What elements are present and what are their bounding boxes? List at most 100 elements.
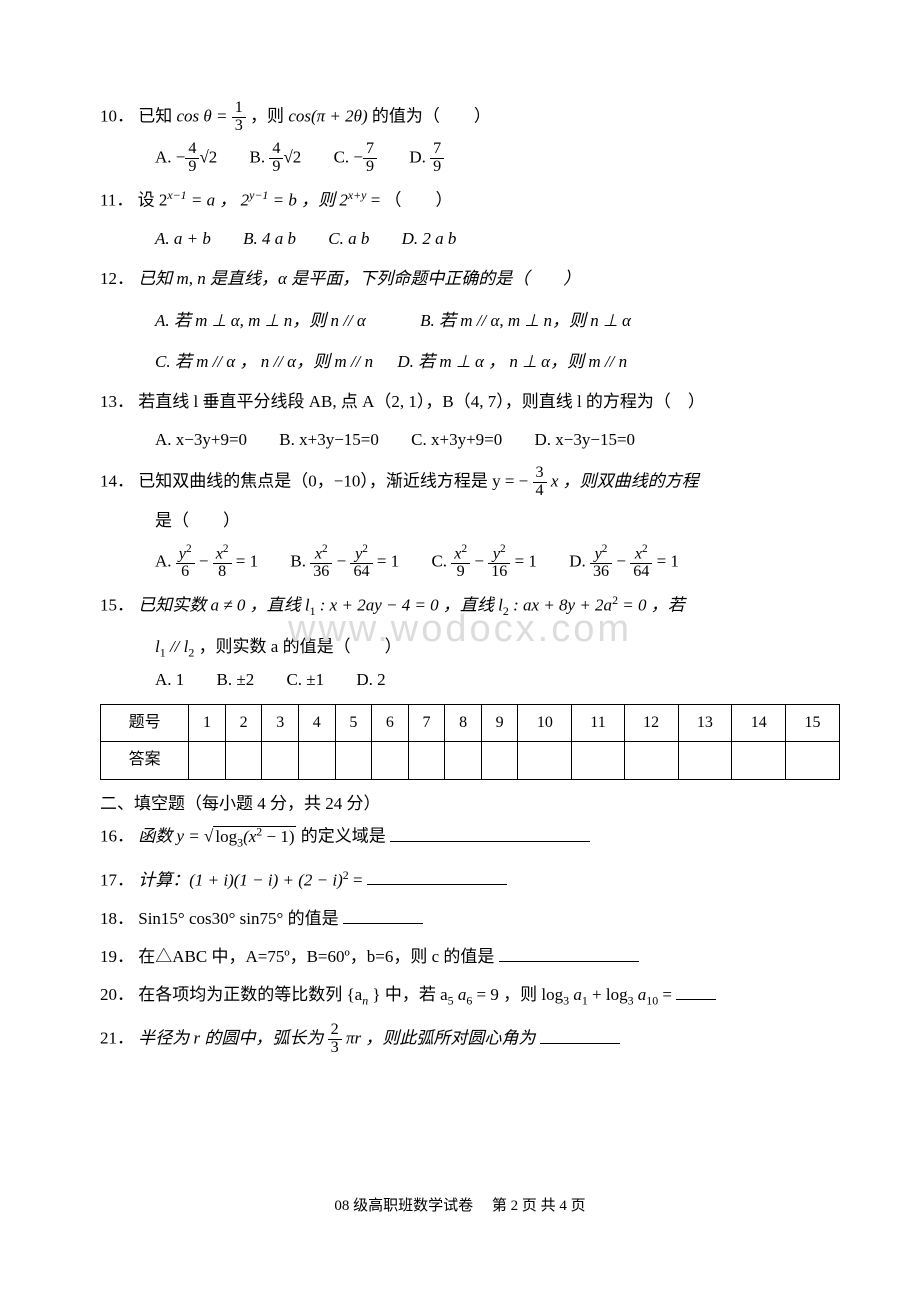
question-11: 11． 设 2x−1 = a ， 2y−1 = b ，则 2x+y = （ ） [100,184,840,217]
q14-an2: x [216,545,223,562]
q12-options-2: C. 若 m // α ， n // α，则 m // n D. 若 m ⊥ α… [100,346,840,378]
ans-2 [225,742,262,779]
q14-cd1: 9 [451,564,470,581]
q10-opt-d: D. 79 [409,141,444,176]
th-13: 13 [678,704,732,741]
q21-b: πr ，则此弧所对圆心角为 [346,1029,535,1048]
q14-options: A. y26 − x28 = 1 B. x236 − y264 = 1 C. x… [100,544,840,581]
q10-stem-c: 的值为（ ） [372,106,491,125]
q11-mid1: = a ， 2 [191,190,249,209]
q18-blank [343,906,423,924]
q11-opt-c: C. a b [328,223,369,255]
q10-opt-a: A. −49√2 [155,141,217,176]
th-5: 5 [335,704,372,741]
table-header-row: 题号 1 2 3 4 5 6 7 8 9 10 11 12 13 14 15 [101,704,840,741]
q11-stem: 设 2 [138,190,168,209]
th-7: 7 [408,704,445,741]
q20-b3a: 3 [563,994,569,1008]
q20-n: n [362,994,368,1008]
q10-stem-b: ，则 [250,106,284,125]
q13-num: 13． [100,392,134,411]
q14-c-label: C. [431,551,451,570]
q14-num: 14． [100,471,134,490]
q11-num: 11． [100,190,133,209]
q10-c-d: 9 [363,159,377,176]
ans-14 [732,742,786,779]
th-4: 4 [298,704,335,741]
page-footer: 08 级高职班数学试卷 第 2 页 共 4 页 [0,1194,920,1215]
q16-tail: 的定义域是 [301,827,386,846]
q15-num: 15． [100,596,134,615]
q10-expr2: cos(π + 2θ) [288,106,367,125]
q14-dn1: y [595,545,602,562]
q15-l1: 1 [160,645,166,659]
q17-sq: 2 [343,868,349,882]
th-2: 2 [225,704,262,741]
q18-text: Sin15° cos30° sin75° 的值是 [138,909,338,928]
q15-opt-d: D. 2 [356,664,385,696]
q15-options: A. 1 B. ±2 C. ±1 D. 2 [100,664,840,696]
q12-options-1: A. 若 m ⊥ α, m ⊥ n，则 n // α B. 若 m // α, … [100,305,840,337]
q16-rad: log [215,827,237,846]
th-9: 9 [481,704,518,741]
q14-stem-a: 已知双曲线的焦点是（0，−10），渐近线方程是 y = − [138,471,528,490]
q13-stem: 若直线 l 垂直平分线段 AB, 点 A（2, 1），B（4, 7），则直线 l… [138,392,705,411]
q16-blank [390,824,590,842]
ans-10 [518,742,572,779]
q11-tail: = （ ） [371,190,453,209]
question-20: 20． 在各项均为正数的等比数列 {an } 中，若 a5 a6 = 9 ，则 … [100,979,840,1012]
table-answer-row: 答案 [101,742,840,779]
q17-tail: = [353,870,363,889]
q17-num: 17． [100,870,134,889]
th-12: 12 [624,704,678,741]
q21-num: 21． [100,1029,134,1048]
q10-a-tail: √2 [199,147,217,166]
section-2-title: 二、填空题（每小题 4 分，共 24 分） [100,788,840,820]
question-13: 13． 若直线 l 垂直平分线段 AB, 点 A（2, 1），B（4, 7），则… [100,386,840,418]
q10-b-label: B. [250,147,270,166]
q16-a: 函数 y = [138,827,204,846]
ans-5 [335,742,372,779]
q15-opt-a: A. 1 [155,664,184,696]
q13-opt-a: A. x−3y+9=0 [155,424,247,456]
q14-dd1: 36 [590,564,612,581]
q14-cd2: 16 [488,564,510,581]
th-label: 题号 [101,704,189,741]
q12-num: 12． [100,269,134,288]
q10-opt-b: B. 49√2 [250,141,302,176]
q13-opt-d: D. x−3y−15=0 [535,424,636,456]
q13-opt-b: B. x+3y−15=0 [279,424,379,456]
th-14: 14 [732,704,786,741]
ans-8 [445,742,482,779]
q14-stem-b: x ，则双曲线的方程 [551,471,699,490]
q19-blank [499,944,639,962]
q16-num: 16． [100,827,134,846]
q11-options: A. a + b B. 4 a b C. a b D. 2 a b [100,223,840,255]
ans-9 [481,742,518,779]
q12-stem: 已知 m, n 是直线，α 是平面，下列命题中正确的是（ ） [138,269,580,288]
q15-sq: 2 [612,593,618,607]
q10-c-label: C. − [334,147,363,166]
q15-stem-a: 已知实数 a ≠ 0 ，直线 l [138,596,309,615]
q12-opt-b: B. 若 m // α, m ⊥ n，则 n ⊥ α [420,305,631,337]
q14-bn1: x [315,545,322,562]
ans-4 [298,742,335,779]
question-15: 15． 已知实数 a ≠ 0 ，直线 l1 : x + 2ay − 4 = 0 … [100,589,840,623]
q20-e: a [573,985,582,1004]
q20-blank [676,982,716,1000]
q14-dd2: 64 [630,564,652,581]
q14-opt-b: B. x236 − y264 = 1 [290,544,399,581]
q10-b-d: 9 [269,159,283,176]
q20-s1: 1 [582,994,588,1008]
q10-b-n: 4 [269,141,283,159]
q21-n: 2 [328,1022,342,1040]
q10-d-label: D. [409,147,430,166]
question-18: 18． Sin15° cos30° sin75° 的值是 [100,903,840,935]
q13-opt-c: C. x+3y+9=0 [411,424,502,456]
q20-f: + log [592,985,628,1004]
q21-d: 3 [328,1040,342,1057]
tr-label: 答案 [101,742,189,779]
q17-a: 计算：(1 + i)(1 − i) + (2 − i) [138,870,343,889]
q15-s1: 1 [310,604,316,618]
q11-e1: x−1 [167,188,186,202]
